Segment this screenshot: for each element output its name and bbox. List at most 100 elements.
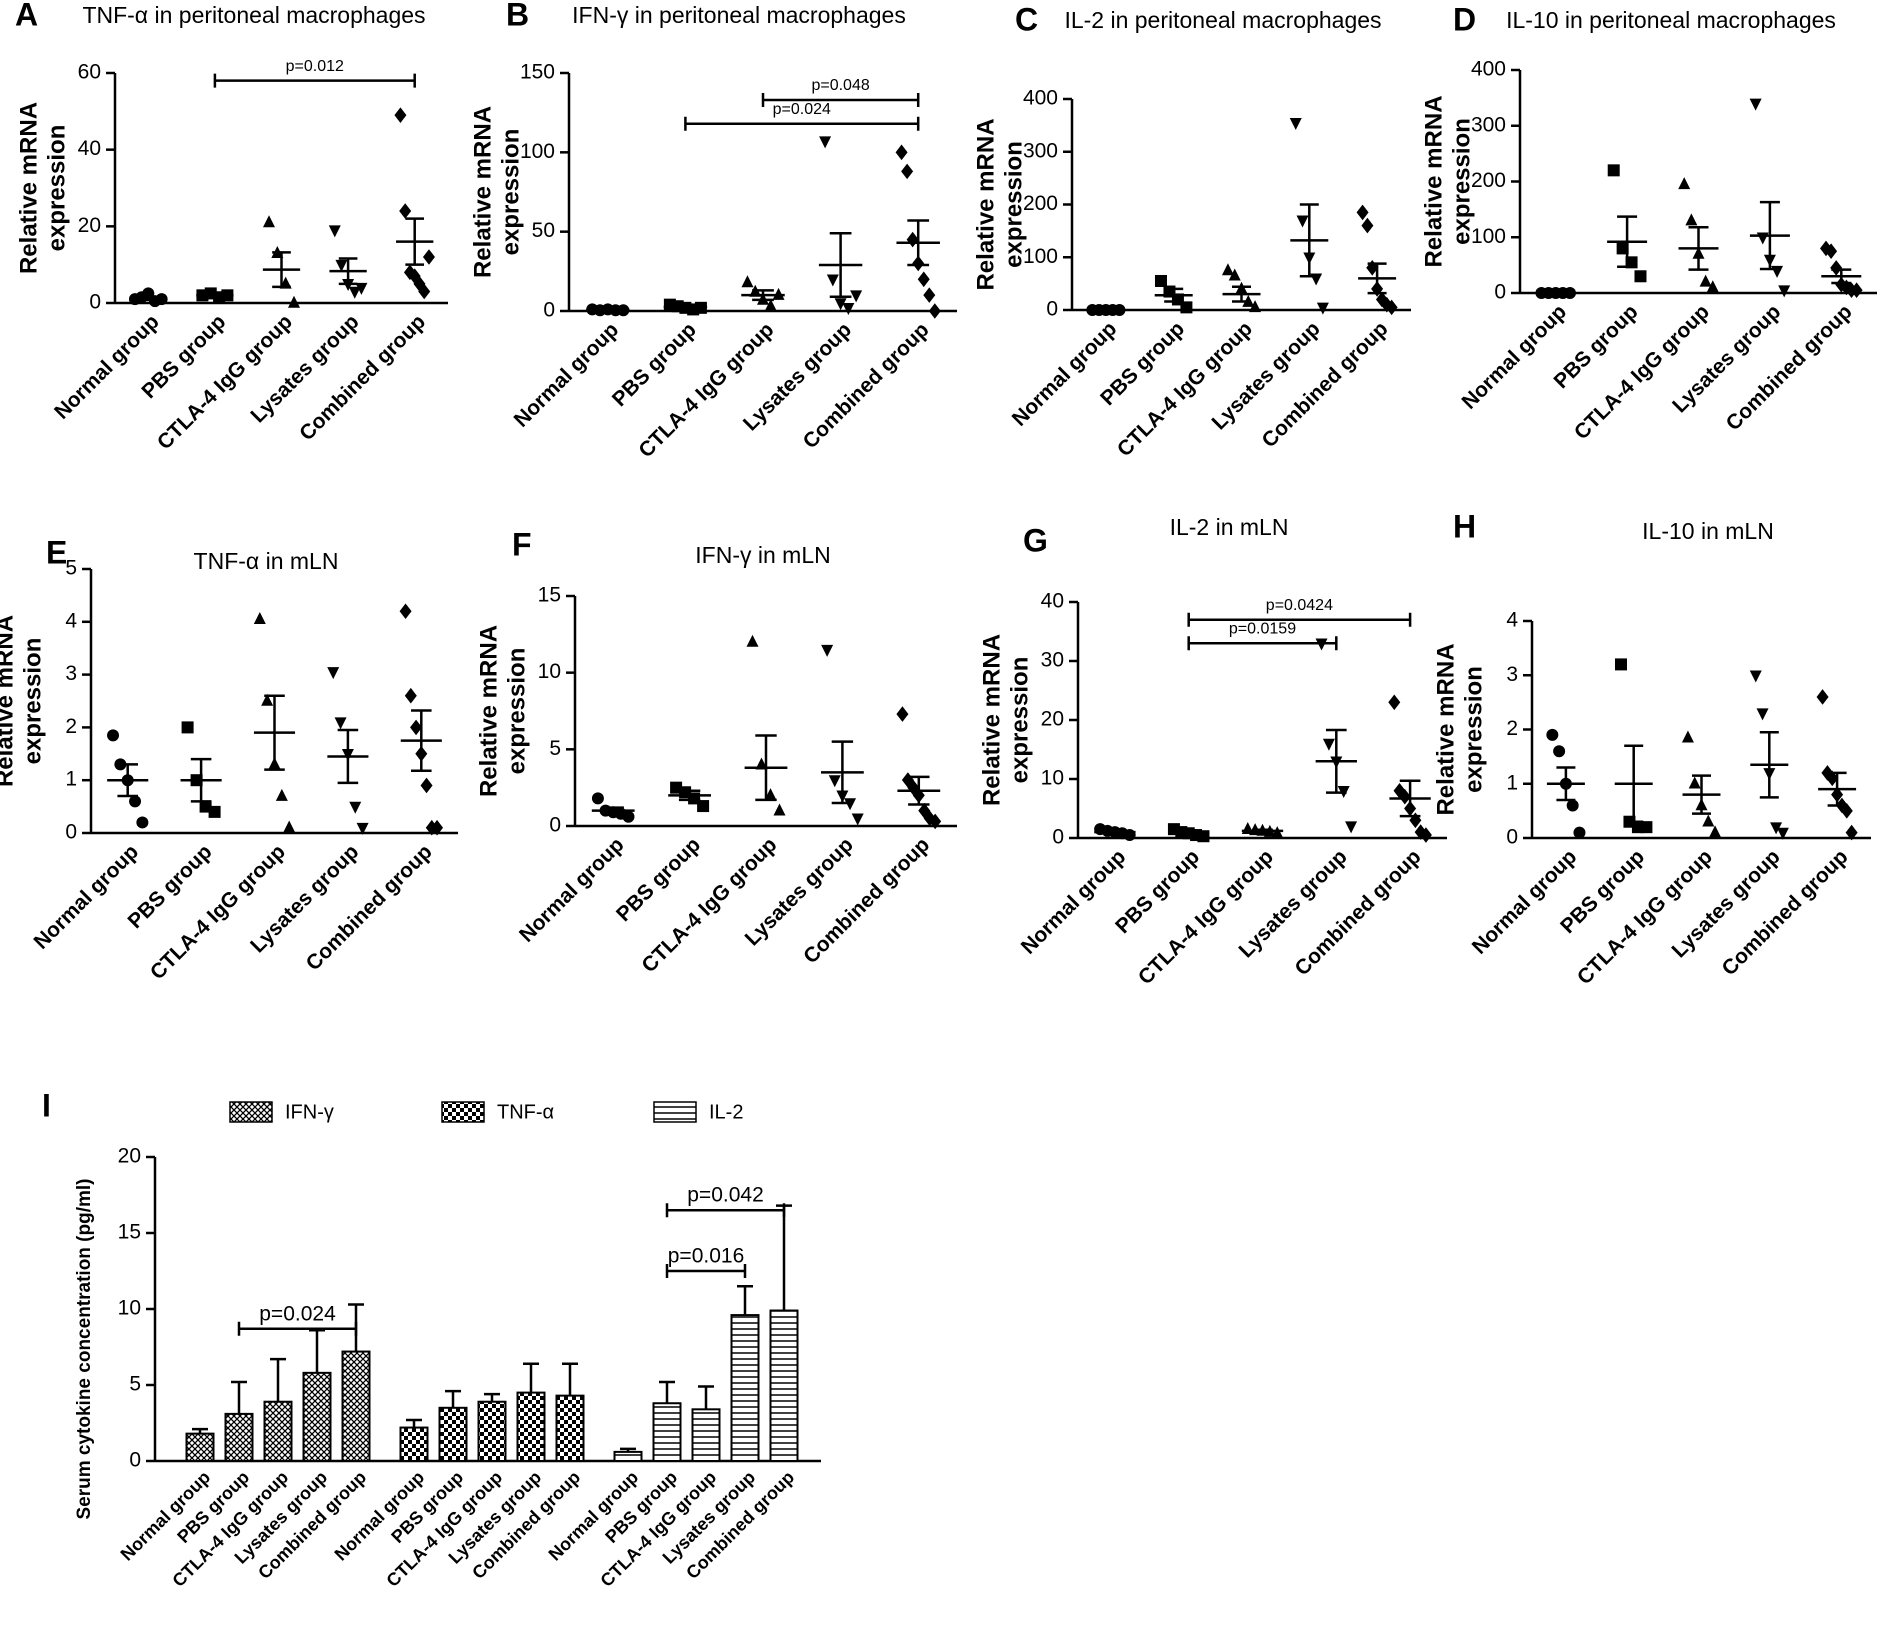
y-tick-label: 3	[1506, 663, 1518, 686]
panel-title: IL-2 in mLN	[1170, 514, 1289, 540]
data-point	[901, 772, 914, 788]
data-point	[1197, 830, 1210, 843]
y-tick-label: 1	[65, 768, 77, 791]
error-bar	[231, 1380, 247, 1414]
data-point	[348, 286, 361, 299]
y-axis-label: expression	[43, 125, 70, 252]
bar	[224, 1412, 254, 1463]
panel-letter: E	[46, 534, 67, 570]
significance-bracket	[665, 1264, 747, 1278]
data-point	[1388, 694, 1401, 711]
x-tick-label: Combined group	[1291, 845, 1426, 980]
data-point	[1322, 738, 1335, 751]
data-point	[901, 163, 914, 180]
y-tick-label: 150	[520, 61, 555, 84]
significance-bracket	[213, 73, 416, 88]
sem-bar	[1556, 766, 1576, 802]
x-tick-label: Combined group	[1722, 300, 1857, 435]
data-point	[1607, 164, 1620, 177]
error-bar	[776, 1204, 792, 1311]
bar	[516, 1391, 546, 1462]
data-point	[1681, 730, 1694, 743]
error-bar	[523, 1362, 539, 1393]
data-point	[1699, 274, 1712, 287]
panel-letter: A	[15, 0, 38, 32]
data-point	[917, 271, 930, 288]
sem-bar	[1617, 215, 1638, 269]
data-point	[1296, 215, 1309, 228]
data-point	[1180, 301, 1193, 314]
data-point	[1625, 256, 1638, 269]
y-tick-label: 40	[78, 137, 101, 160]
data-point	[1840, 803, 1853, 819]
p-value: p=0.048	[811, 77, 869, 94]
x-tick-label: Combined group	[1258, 317, 1393, 452]
sem-bar	[1325, 728, 1347, 794]
p-value: p=0.012	[286, 58, 344, 75]
panel-title: IL-10 in mLN	[1642, 518, 1774, 544]
data-point	[408, 268, 421, 284]
data-point	[399, 203, 412, 219]
data-point	[107, 729, 120, 742]
x-tick-label: Combined group	[295, 310, 430, 445]
panel-letter: C	[1015, 1, 1038, 37]
y-tick-label: 0	[89, 291, 101, 314]
data-point	[896, 706, 909, 722]
y-tick-label: 3	[65, 662, 77, 685]
data-point	[1154, 274, 1167, 287]
legend-swatch	[441, 1101, 485, 1123]
sem-bar	[190, 757, 212, 803]
sem-bar	[1299, 203, 1319, 278]
y-axis-label: expression	[1006, 657, 1033, 784]
data-point	[1361, 217, 1374, 234]
data-point	[1749, 98, 1762, 111]
bar	[263, 1400, 293, 1462]
y-tick-label: 100	[1023, 245, 1058, 268]
sem-bar	[138, 295, 158, 302]
data-point	[1776, 827, 1789, 840]
bar	[652, 1402, 682, 1462]
data-point	[622, 810, 635, 823]
data-point	[208, 805, 221, 818]
y-tick-label: 0	[549, 814, 561, 837]
p-value: p=0.016	[668, 1245, 745, 1268]
data-point	[591, 792, 604, 805]
sem-bar	[1688, 225, 1709, 271]
bar	[399, 1426, 429, 1463]
error-bar	[406, 1418, 422, 1428]
y-axis-label: Serum cytokine concentration (pg/ml)	[74, 1179, 95, 1520]
panel-title: IFN-γ in mLN	[695, 542, 830, 568]
sem-bar	[117, 763, 138, 798]
error-bar	[698, 1385, 714, 1410]
data-point	[851, 813, 864, 826]
sem-bar	[205, 292, 225, 298]
y-tick-label: 10	[1041, 767, 1064, 790]
data-point	[1685, 213, 1698, 226]
data-point	[129, 795, 142, 808]
y-tick-label: 2	[65, 715, 77, 738]
x-tick-label: Combined group	[1718, 845, 1853, 980]
bar	[185, 1432, 215, 1463]
y-tick-label: 5	[65, 557, 77, 580]
y-tick-label: 5	[129, 1373, 141, 1396]
y-tick-label: 400	[1471, 58, 1506, 81]
y-tick-label: 60	[78, 61, 101, 84]
y-tick-label: 0	[1052, 826, 1064, 849]
significance-bracket	[237, 1321, 358, 1336]
y-tick-label: 15	[538, 584, 561, 607]
data-point	[1553, 745, 1566, 758]
data-point	[755, 757, 768, 770]
sem-bar	[1827, 771, 1847, 807]
panel-title: IFN-γ in peritoneal macrophages	[572, 2, 906, 28]
data-point	[410, 719, 423, 736]
sem-bar	[602, 806, 624, 815]
sem-bar	[1692, 774, 1711, 815]
x-tick-label: Normal group	[1008, 317, 1122, 431]
x-tick-label: CTLA-4 IgG group	[1134, 845, 1278, 989]
data-point	[1830, 260, 1843, 276]
bar	[769, 1309, 799, 1463]
data-point	[819, 136, 832, 149]
sem-bar	[752, 289, 774, 302]
